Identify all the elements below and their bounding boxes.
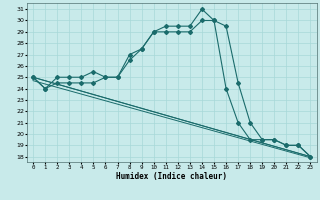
X-axis label: Humidex (Indice chaleur): Humidex (Indice chaleur) bbox=[116, 172, 227, 181]
